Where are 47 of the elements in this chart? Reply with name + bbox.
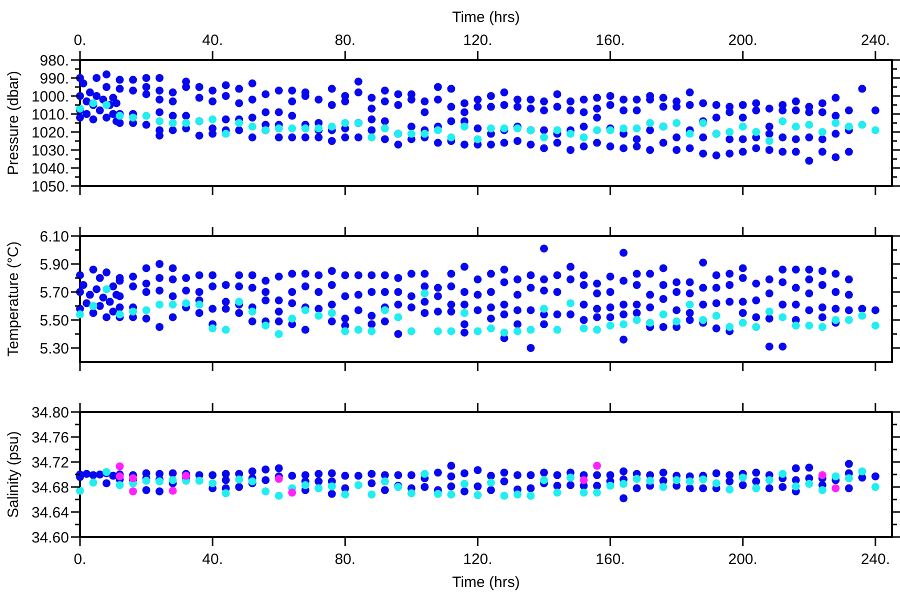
x2-tick-label: 80. xyxy=(334,32,356,49)
x-tick-label: 240. xyxy=(860,551,890,568)
point xyxy=(818,471,826,480)
x2-tick-label: 40. xyxy=(202,32,223,49)
x-tick-label: 80. xyxy=(334,551,356,568)
x2-tick-label: 240. xyxy=(860,32,890,49)
y-tick-label: 5.50 xyxy=(40,312,69,330)
y-tick-label: 1030. xyxy=(31,142,69,160)
x2-tick-label: 200. xyxy=(728,32,758,49)
point xyxy=(593,462,602,470)
y-axis-title: Temperature (°C) xyxy=(5,241,22,357)
point xyxy=(116,462,124,470)
y-tick-label: 1020. xyxy=(31,124,69,142)
y-tick-label: 1040. xyxy=(31,160,69,178)
y-tick-label: 1000. xyxy=(31,88,69,106)
y-tick-label: 34.64 xyxy=(31,504,69,522)
y-tick-label: 5.30 xyxy=(40,340,69,358)
y-tick-label: 34.80 xyxy=(31,404,69,422)
y-axis-title: Pressure (dbar) xyxy=(5,70,22,176)
x-tick-label: 40. xyxy=(202,551,223,568)
point xyxy=(129,487,138,496)
point xyxy=(168,486,177,495)
y-tick-label: 34.68 xyxy=(31,479,69,496)
y-tick-label: 34.76 xyxy=(31,429,69,446)
x2-axis-title: Time (hrs) xyxy=(452,9,520,26)
y-axis-title: Salinity (psu) xyxy=(5,431,22,518)
y-tick-label: 1050. xyxy=(31,178,69,196)
x2-tick-label: 120. xyxy=(463,32,492,49)
x2-tick-label: 0. xyxy=(74,32,86,49)
x2-tick-label: 160. xyxy=(596,32,625,49)
x-tick-label: 0. xyxy=(74,551,86,568)
y-tick-label: 990. xyxy=(40,70,69,88)
y-tick-label: 5.70 xyxy=(40,284,69,302)
y-tick-label: 5.90 xyxy=(40,256,69,274)
point xyxy=(288,488,296,497)
y-tick-label: 34.72 xyxy=(31,454,69,472)
x-axis-title: Time (hrs) xyxy=(452,574,520,591)
y-tick-label: 6.10 xyxy=(40,228,69,246)
x-tick-label: 160. xyxy=(596,551,625,568)
point xyxy=(274,474,283,483)
x-tick-label: 200. xyxy=(728,551,758,568)
y-tick-label: 980. xyxy=(40,52,69,70)
x-tick-label: 120. xyxy=(463,551,492,568)
point xyxy=(580,476,588,484)
y-tick-label: 1010. xyxy=(31,106,69,124)
y-tick-label: 34.60 xyxy=(31,529,69,546)
point xyxy=(832,484,840,492)
